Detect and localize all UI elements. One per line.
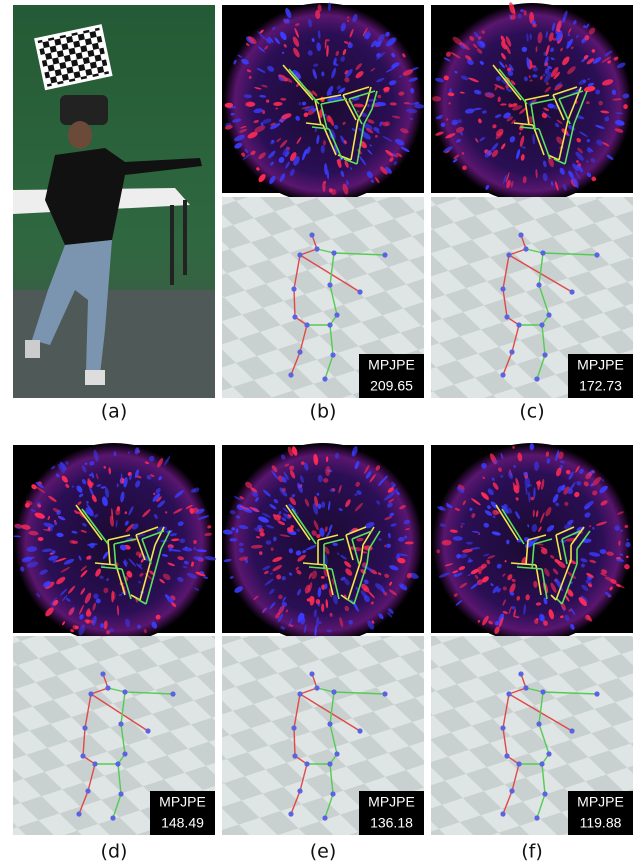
panel-label: (c)	[519, 401, 544, 423]
metric-value: 209.65	[370, 378, 413, 394]
pose-render: MPJPE 172.73	[431, 197, 633, 398]
metric-value: 136.18	[370, 815, 413, 831]
panel: MPJPE 172.73 (c)	[431, 2, 633, 423]
event-image	[431, 2, 633, 203]
event-image	[222, 2, 424, 203]
panel: MPJPE 119.88 (f)	[431, 443, 633, 863]
metric-name: MPJPE	[368, 357, 415, 373]
metric-value: 148.49	[161, 815, 204, 831]
pose-render: MPJPE 209.65	[222, 197, 424, 398]
metric-name: MPJPE	[577, 357, 624, 373]
event-image	[13, 443, 217, 643]
event-image	[222, 443, 424, 643]
panel-label: (b)	[310, 401, 337, 423]
figure: (a) MPJPE 209.65 (b) MPJPE 172.73 (c) MPJPE 148.…	[0, 0, 638, 866]
panel-label: (d)	[101, 841, 128, 863]
panel: (a)	[101, 401, 127, 423]
event-image	[431, 443, 633, 643]
panel-label: (f)	[521, 841, 543, 863]
metric-name: MPJPE	[159, 794, 206, 810]
metric-value: 172.73	[579, 378, 622, 394]
photo-panel	[13, 5, 215, 398]
panel-label: (a)	[101, 401, 127, 423]
panel: MPJPE 148.49 (d)	[13, 443, 217, 863]
metric-name: MPJPE	[368, 794, 415, 810]
pose-render: MPJPE 148.49	[13, 636, 215, 835]
metric-value: 119.88	[580, 815, 622, 831]
panel-label: (e)	[310, 841, 337, 863]
metric-name: MPJPE	[577, 794, 624, 810]
pose-render: MPJPE 119.88	[431, 636, 633, 835]
panel: MPJPE 209.65 (b)	[222, 2, 424, 422]
panel: MPJPE 136.18 (e)	[222, 443, 424, 863]
pose-render: MPJPE 136.18	[222, 636, 424, 835]
